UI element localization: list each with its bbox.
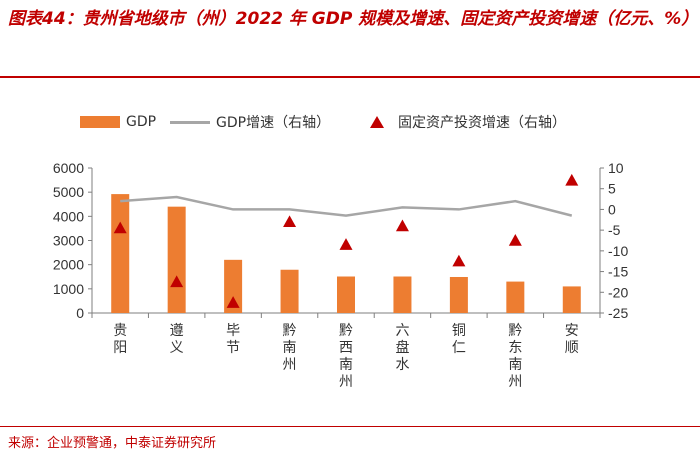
- x-tick-label-char: 黔: [283, 323, 297, 339]
- legend-swatch-investment-growth: [370, 116, 384, 128]
- bar-六盘水: [393, 276, 412, 313]
- y-left-tick-label: 5000: [53, 184, 84, 200]
- bar-贵阳: [111, 194, 130, 313]
- x-tick-label-char: 安: [565, 323, 579, 339]
- x-tick-label-char: 水: [395, 357, 409, 373]
- y-right-tick-label: -5: [608, 222, 621, 238]
- legend-item-gdp: GDP: [80, 110, 156, 134]
- x-tick-label-char: 州: [508, 374, 522, 390]
- x-tick-label-char: 南: [283, 340, 297, 356]
- y-left-tick-label: 6000: [53, 160, 84, 176]
- x-tick-label-char: 节: [226, 340, 240, 356]
- y-left-tick-label: 1000: [53, 281, 84, 297]
- y-left-tick-label: 4000: [53, 208, 84, 224]
- bar-黔西南州: [337, 276, 355, 313]
- x-tick-label-char: 黔: [508, 323, 522, 339]
- bar-铜仁: [449, 276, 468, 313]
- legend-swatch-gdp: [80, 116, 120, 128]
- legend-item-investment-growth: 固定资产投资增速（右轴）: [370, 110, 566, 134]
- footer-divider: [0, 426, 700, 427]
- x-tick-label-char: 铜: [452, 323, 466, 339]
- chart-title: 图表44：贵州省地级市（州）2022 年 GDP 规模及增速、固定资产投资增速（…: [8, 9, 699, 29]
- x-tick-label-char: 州: [339, 374, 353, 390]
- investment-growth-marker-黔南州: [283, 215, 297, 228]
- y-right-tick-label: -25: [608, 305, 628, 321]
- investment-growth-marker-安顺: [565, 173, 579, 186]
- x-tick-label-char: 阳: [113, 340, 127, 356]
- x-tick-label-char: 黔: [339, 323, 353, 339]
- y-right-tick-label: -15: [608, 264, 628, 280]
- legend-swatch-gdp-growth: [170, 120, 210, 124]
- y-right-tick-label: 5: [608, 181, 616, 197]
- investment-growth-marker-贵阳: [113, 221, 127, 234]
- investment-growth-marker-黔东南州: [508, 234, 522, 246]
- x-tick-label-char: 南: [508, 357, 522, 373]
- investment-growth-marker-遵义: [170, 275, 184, 288]
- y-left-tick-label: 2000: [53, 257, 84, 273]
- y-right-tick-label: -10: [608, 243, 628, 259]
- x-tick-label-char: 遵: [170, 322, 184, 339]
- legend-item-gdp-growth: GDP增速（右轴）: [170, 110, 330, 134]
- investment-growth-marker-黔西南州: [339, 238, 353, 250]
- investment-growth-marker-六盘水: [395, 219, 409, 232]
- investment-growth-marker-毕节: [226, 296, 240, 308]
- x-tick-label-char: 毕: [226, 323, 240, 339]
- bar-毕节: [224, 259, 243, 313]
- y-left-tick-label: 0: [76, 305, 84, 321]
- y-left-tick-label: 3000: [53, 233, 84, 249]
- combo-chart: 0 1000 2000 3000 4000 5000 6000 -25 -20 -15 -10 -5 0…: [53, 160, 629, 390]
- investment-growth-marker-铜仁: [452, 254, 466, 267]
- legend-label-gdp-growth: GDP增速（右轴）: [216, 115, 331, 131]
- x-tick-label-char: 西: [339, 340, 353, 356]
- bar-黔东南州: [506, 281, 525, 313]
- y-right-tick-label: 0: [608, 201, 616, 217]
- legend-label-investment-growth: 固定资产投资增速（右轴）: [398, 115, 566, 131]
- title-divider: [0, 76, 700, 78]
- x-tick-label-char: 仁: [452, 340, 466, 356]
- legend-label-gdp: GDP: [126, 114, 157, 130]
- x-tick-label-char: 六: [395, 323, 409, 339]
- bar-遵义: [167, 206, 186, 313]
- x-tick-label-char: 义: [170, 340, 184, 356]
- x-tick-label-char: 贵: [113, 323, 127, 339]
- x-tick-label-char: 南: [339, 357, 353, 373]
- x-tick-label-char: 顺: [565, 340, 579, 356]
- x-tick-label-char: 东: [508, 340, 522, 356]
- x-tick-label-char: 州: [283, 357, 297, 373]
- bar-黔南州: [280, 269, 299, 313]
- source-note: 来源：企业预警通，中泰证券研究所: [8, 436, 217, 451]
- y-right-tick-label: 10: [608, 160, 624, 176]
- y-right-tick-label: -20: [608, 284, 628, 300]
- gdp-growth-line: [120, 195, 573, 217]
- x-tick-label-char: 盘: [395, 339, 409, 356]
- bar-安顺: [562, 286, 581, 313]
